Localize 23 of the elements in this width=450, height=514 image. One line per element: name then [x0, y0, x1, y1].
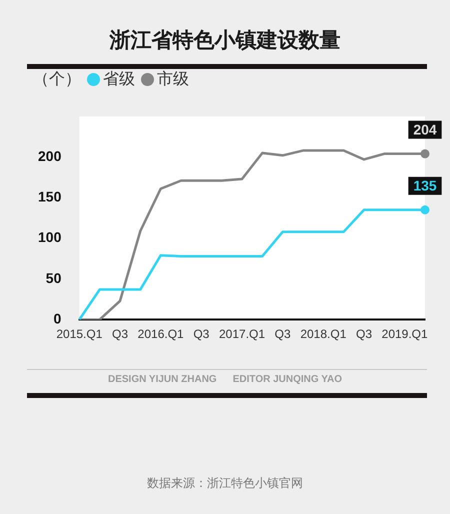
x-tick-label: Q3: [112, 327, 128, 342]
x-tick-label: 2016.Q1: [138, 327, 184, 342]
y-axis-title: （个）: [33, 69, 81, 90]
y-tick-label: 50: [46, 270, 62, 286]
x-tick-label: 2019.Q1: [382, 327, 428, 342]
source-note: 数据来源：浙江特色小镇官网: [146, 475, 304, 492]
x-tick-label: 2017.Q1: [218, 327, 266, 342]
x-tick-label: Q3: [193, 327, 210, 342]
y-tick-label: 0: [54, 310, 62, 326]
text: DESIGN YIJUN ZHANG: [108, 374, 217, 385]
y-tick-label: 200: [38, 148, 62, 164]
x-tick-label: 2018.Q1: [300, 327, 347, 342]
legend-label: 省级: [103, 69, 135, 90]
data-label: 135: [413, 178, 437, 194]
y-tick-label: 150: [38, 188, 62, 205]
text: EDITOR JUNQING YAO: [232, 374, 342, 385]
data-label: 204: [413, 122, 437, 138]
legend-label: 市级: [157, 69, 189, 90]
y-tick-label: 100: [38, 229, 62, 246]
x-tick-label: Q3: [356, 327, 372, 342]
chart-title: 浙江省特色小镇建设数量: [108, 27, 342, 54]
x-tick-label: 2015.Q1: [56, 327, 103, 342]
x-tick-label: Q3: [274, 327, 292, 342]
